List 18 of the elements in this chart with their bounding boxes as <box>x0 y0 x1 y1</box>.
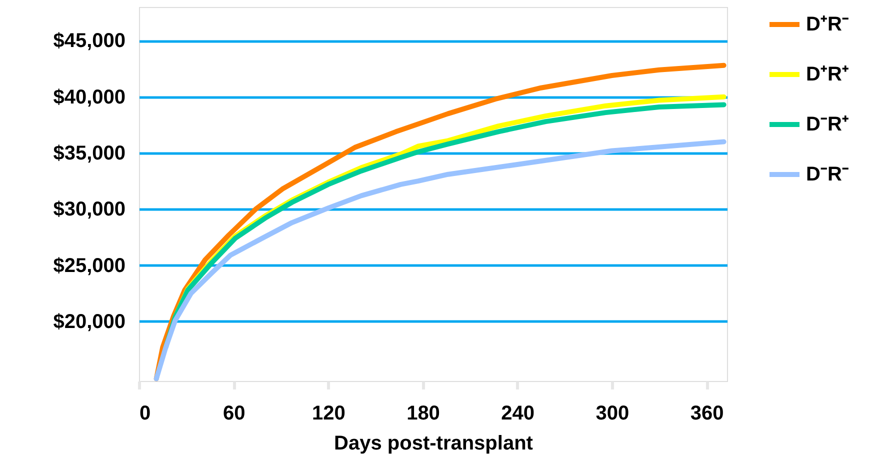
x-tick-label: 300 <box>596 402 630 424</box>
x-tick-label: 120 <box>312 402 346 424</box>
x-tick-label: 240 <box>501 402 535 424</box>
x-tick-label: 180 <box>406 402 440 424</box>
y-tick-label: $35,000 <box>53 142 126 165</box>
y-tick-label: $30,000 <box>53 198 126 221</box>
legend-label: D⁺R⁺ <box>806 64 849 86</box>
y-tick-label: $20,000 <box>53 310 126 333</box>
x-tick-label: 60 <box>222 402 246 424</box>
legend-label: D⁻R⁺ <box>806 114 849 136</box>
y-tick-label: $25,000 <box>53 254 126 277</box>
y-tick-label: $45,000 <box>53 30 126 52</box>
x-tick-label: 360 <box>690 402 724 424</box>
legend-label: D⁻R⁻ <box>806 164 849 186</box>
x-axis-title: Days post-transplant <box>334 432 534 454</box>
x-tick-label: 0 <box>140 402 151 424</box>
y-tick-label: $40,000 <box>53 86 126 108</box>
legend-label: D⁺R⁻ <box>806 14 849 36</box>
